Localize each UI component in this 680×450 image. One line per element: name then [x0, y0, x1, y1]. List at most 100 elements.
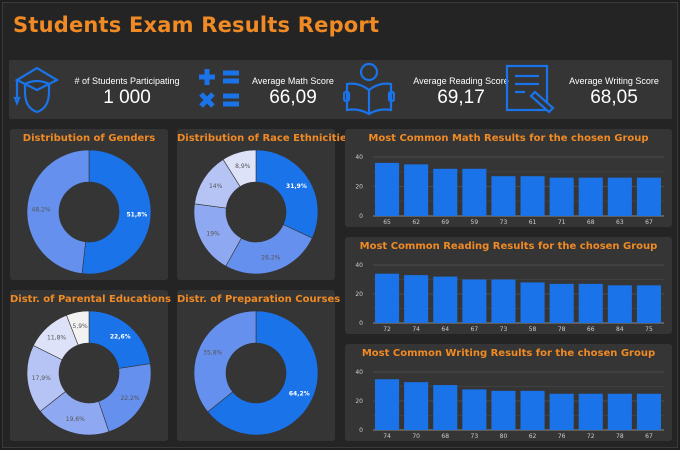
- slice-label: 51,8%: [127, 212, 148, 219]
- donut-slice: [207, 310, 319, 436]
- kpi-reading: Average Reading Score 69,17: [413, 76, 509, 108]
- math-panel: Most Common Math Results for the chosen …: [345, 129, 672, 227]
- x-tick-label: 73: [500, 219, 508, 226]
- bar: [520, 176, 545, 216]
- race-donut-chart: 31,9% 26,2% 19% 14% 8,9%: [193, 149, 319, 275]
- bar: [433, 385, 458, 430]
- x-tick-label: 73: [500, 326, 508, 333]
- chart-title: Most Common Reading Results for the chos…: [359, 241, 658, 252]
- slice-label: 19,6%: [66, 416, 85, 423]
- x-tick-label: 64: [441, 326, 449, 333]
- donut-slice: [225, 224, 313, 275]
- x-tick-label: 80: [500, 433, 508, 440]
- x-tick-label: 62: [529, 433, 537, 440]
- page-title: Students Exam Results Report: [13, 13, 380, 37]
- chart-title: Most Common Writing Results for the chos…: [361, 348, 656, 359]
- chart-title: Distribution of Race Ethnicities: [177, 133, 353, 144]
- slice-label: 22,6%: [110, 334, 131, 341]
- bar: [404, 164, 429, 216]
- x-tick-label: 63: [616, 219, 624, 226]
- graduate-icon: [13, 66, 60, 114]
- preparation-donut-chart: 64,2% 35,8%: [193, 310, 319, 436]
- bar: [462, 168, 487, 216]
- chart-title: Most Common Math Results for the chosen …: [368, 133, 649, 144]
- preparation-panel: Distr. of Preparation Courses 64,2% 35,8%: [177, 290, 341, 441]
- x-tick-label: 84: [616, 326, 624, 333]
- bar: [491, 279, 516, 323]
- slice-label: 19%: [206, 231, 220, 238]
- writing-bar-chart: 0 20 40 74 70 68 73 80 62 76 72 78 67: [355, 369, 664, 440]
- x-tick-label: 71: [558, 219, 566, 226]
- y-tick-label: 40: [355, 154, 363, 161]
- y-tick-label: 20: [355, 184, 363, 191]
- bar: [578, 393, 603, 430]
- reading-bar-chart: 0 20 40 72 74 64 67 73 58 78 66 84 75: [355, 262, 664, 333]
- x-tick-label: 74: [383, 433, 391, 440]
- y-tick-label: 40: [355, 262, 363, 269]
- bar: [491, 390, 516, 430]
- bar: [636, 285, 661, 323]
- slice-label: 22,2%: [120, 395, 139, 402]
- bar: [404, 275, 429, 323]
- donut-slice: [66, 310, 90, 346]
- kpi-math: Average Math Score 66,09: [252, 76, 334, 108]
- slice-label: 11,8%: [47, 335, 66, 342]
- bar: [375, 379, 400, 430]
- bar: [462, 389, 487, 430]
- slice-label: 31,9%: [286, 183, 307, 190]
- bar: [491, 176, 516, 216]
- y-tick-label: 20: [355, 398, 363, 405]
- genders-panel: Distribution of Genders 51,8% 48,2%: [10, 129, 168, 280]
- y-tick-label: 0: [359, 427, 363, 434]
- donut-slice: [193, 310, 257, 413]
- x-tick-label: 67: [645, 219, 653, 226]
- kpi-students: # of Students Participating 1 000: [74, 76, 180, 108]
- x-tick-label: 62: [412, 219, 420, 226]
- bar: [549, 283, 574, 323]
- chart-title: Distr. of Parental Educations: [10, 294, 171, 305]
- x-tick-label: 65: [383, 219, 391, 226]
- donut-slice: [255, 149, 319, 239]
- parental-donut-chart: 22,6% 22,2% 19,6% 17,9% 11,8% 5,9%: [26, 310, 152, 436]
- bar: [375, 162, 400, 216]
- bar: [549, 177, 574, 216]
- donut-slice: [26, 149, 90, 274]
- slice-label: 5,9%: [73, 323, 89, 330]
- x-tick-label: 78: [616, 433, 624, 440]
- x-tick-label: 70: [412, 433, 420, 440]
- slice-label: 48,2%: [32, 206, 51, 213]
- slice-label: 64,2%: [289, 391, 310, 398]
- bar: [375, 273, 400, 323]
- x-tick-label: 67: [471, 326, 479, 333]
- writing-document-icon: [505, 64, 555, 114]
- x-tick-label: 75: [645, 326, 653, 333]
- x-tick-label: 67: [645, 433, 653, 440]
- x-tick-label: 76: [558, 433, 566, 440]
- chart-title: Distr. of Preparation Courses: [177, 294, 341, 305]
- reading-panel: Most Common Reading Results for the chos…: [345, 237, 672, 334]
- bar: [607, 285, 632, 323]
- bar: [404, 382, 429, 430]
- x-tick-label: 72: [383, 326, 391, 333]
- slice-label: 35,8%: [203, 349, 222, 356]
- bar: [520, 390, 545, 430]
- slice-label: 26,2%: [261, 255, 280, 262]
- slice-label: 8,9%: [235, 163, 251, 170]
- slice-label: 14%: [209, 183, 223, 190]
- math-operators-icon: [199, 69, 239, 108]
- bar: [462, 279, 487, 323]
- y-tick-label: 40: [355, 369, 363, 376]
- kpi-bar: # of Students Participating 1 000 Averag…: [9, 60, 672, 119]
- parental-panel: Distr. of Parental Educations 22,6% 22,2% 1…: [10, 290, 171, 441]
- x-tick-label: 68: [587, 219, 595, 226]
- kpi-writing: Average Writing Score 68,05: [569, 76, 659, 108]
- bar: [578, 283, 603, 323]
- bar: [520, 282, 545, 323]
- x-tick-label: 58: [529, 326, 537, 333]
- bar: [607, 393, 632, 430]
- race-panel: Distribution of Race Ethnicities 31,9% 26,…: [177, 129, 353, 280]
- x-tick-label: 59: [471, 219, 479, 226]
- bar: [636, 177, 661, 216]
- bar: [433, 168, 458, 216]
- x-tick-label: 78: [558, 326, 566, 333]
